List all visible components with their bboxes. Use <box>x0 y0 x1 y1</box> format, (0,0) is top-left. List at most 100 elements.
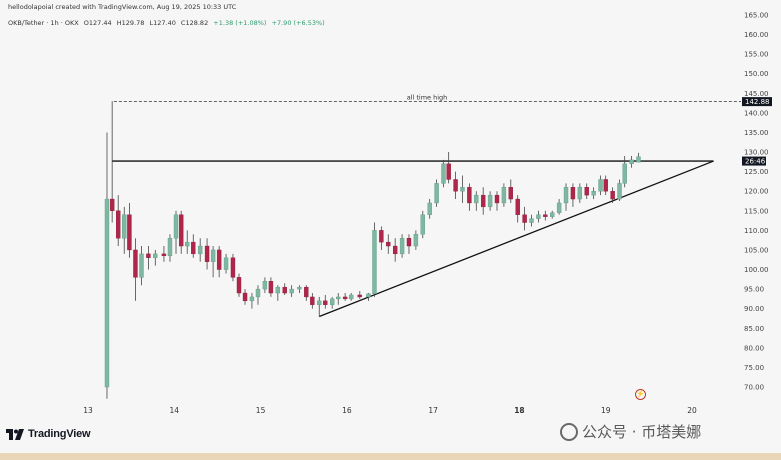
lightning-icon[interactable]: ⚡ <box>635 389 646 400</box>
candle-body[interactable] <box>536 214 541 219</box>
volume-change-value: +7.90 (+6.53%) <box>271 19 325 27</box>
candle-body[interactable] <box>522 214 527 223</box>
candle-body[interactable] <box>289 288 294 294</box>
candle-body[interactable] <box>467 187 472 204</box>
candle-body[interactable] <box>249 296 255 302</box>
close-value: C128.82 <box>180 19 209 27</box>
y-tick-label: 130.00 <box>744 149 769 157</box>
tradingview-logo[interactable]: TradingView <box>6 428 91 440</box>
candle-body[interactable] <box>399 237 405 255</box>
candle-body[interactable] <box>122 214 127 239</box>
candle-body[interactable] <box>386 241 391 247</box>
symbol-ohlc-bar: OKB/Tether · 1h · OKX O127.44 H129.78 L1… <box>8 19 328 27</box>
candle-body[interactable] <box>453 179 458 192</box>
candle-body[interactable] <box>598 179 603 192</box>
candle-body[interactable] <box>191 241 196 255</box>
candle-body[interactable] <box>109 198 115 211</box>
candle-body[interactable] <box>366 293 371 298</box>
candle-body[interactable] <box>348 294 354 300</box>
candle-body[interactable] <box>342 296 348 300</box>
candle-body[interactable] <box>304 286 309 298</box>
candle-body[interactable] <box>275 286 281 294</box>
y-tick-label: 115.00 <box>744 207 769 215</box>
candle-body[interactable] <box>139 253 144 278</box>
candle-body[interactable] <box>262 281 268 290</box>
y-tick-label: 85.00 <box>744 325 764 333</box>
candle-body[interactable] <box>515 198 520 215</box>
candle-body[interactable] <box>610 191 615 200</box>
candle-body[interactable] <box>487 194 493 208</box>
candle-body[interactable] <box>460 187 465 192</box>
y-tick-label: 70.00 <box>744 384 764 392</box>
candle-body[interactable] <box>115 210 121 239</box>
candle-body[interactable] <box>543 214 548 217</box>
candle-body[interactable] <box>167 237 173 257</box>
candle-body[interactable] <box>146 253 151 258</box>
candle-body[interactable] <box>216 249 222 270</box>
candle-body[interactable] <box>406 237 412 247</box>
candle-body[interactable] <box>617 183 622 200</box>
candle-body[interactable] <box>185 241 190 247</box>
candle-body[interactable] <box>379 230 384 243</box>
candle-body[interactable] <box>427 202 432 215</box>
y-tick-label: 95.00 <box>744 286 764 294</box>
candle-body[interactable] <box>153 253 158 258</box>
candle-body[interactable] <box>282 286 287 294</box>
candle-body[interactable] <box>529 218 534 223</box>
x-tick-label: 18 <box>514 406 524 415</box>
candle-body[interactable] <box>629 159 634 165</box>
candle-body[interactable] <box>357 294 362 298</box>
candle-body[interactable] <box>230 257 236 278</box>
candle-body[interactable] <box>104 198 110 388</box>
candle-body[interactable] <box>550 212 555 217</box>
candle-body[interactable] <box>494 194 500 204</box>
candle-body[interactable] <box>603 179 608 192</box>
candle-body[interactable] <box>133 249 138 278</box>
symbol-text[interactable]: OKB/Tether · 1h · OKX <box>8 19 79 27</box>
candle-body[interactable] <box>584 187 589 196</box>
candle-body[interactable] <box>242 292 248 302</box>
candle-body[interactable] <box>329 298 335 305</box>
candle-body[interactable] <box>178 214 184 247</box>
candle-body[interactable] <box>622 163 627 184</box>
candle-body[interactable] <box>197 245 203 255</box>
candle-body[interactable] <box>563 187 569 204</box>
candle-body[interactable] <box>268 281 274 294</box>
candle-body[interactable] <box>434 183 439 204</box>
candle-body[interactable] <box>441 163 446 184</box>
candle-body[interactable] <box>204 245 210 262</box>
candle-body[interactable] <box>446 163 451 180</box>
candle-body[interactable] <box>210 249 216 262</box>
y-tick-label: 125.00 <box>744 168 769 176</box>
candle-body[interactable] <box>223 257 229 270</box>
candle-body[interactable] <box>161 253 167 257</box>
candle-body[interactable] <box>173 214 179 239</box>
candle-body[interactable] <box>310 296 315 305</box>
candle-body[interactable] <box>636 156 641 163</box>
candle-body[interactable] <box>556 202 562 213</box>
candle-body[interactable] <box>127 214 132 251</box>
candle-body[interactable] <box>323 300 328 305</box>
candle-body[interactable] <box>508 187 513 200</box>
candle-body[interactable] <box>420 214 425 235</box>
candle-body[interactable] <box>474 194 479 204</box>
candle-body[interactable] <box>570 187 576 200</box>
candle-body[interactable] <box>317 300 322 305</box>
candle-body[interactable] <box>255 288 261 298</box>
x-tick-label: 13 <box>83 406 93 415</box>
candle-body[interactable] <box>336 296 341 300</box>
candle-body[interactable] <box>591 191 596 196</box>
y-tick-label: 105.00 <box>744 246 769 254</box>
high-value: H129.78 <box>116 19 145 27</box>
candle-body[interactable] <box>297 286 302 290</box>
ath-price-text: 142.88 <box>745 98 770 106</box>
candle-body[interactable] <box>236 277 242 294</box>
candle-body[interactable] <box>413 234 419 247</box>
candle-body[interactable] <box>480 194 486 208</box>
candle-body[interactable] <box>501 187 507 204</box>
candle-body[interactable] <box>577 187 583 200</box>
candle-body[interactable] <box>372 230 377 295</box>
candle-body[interactable] <box>392 245 398 255</box>
